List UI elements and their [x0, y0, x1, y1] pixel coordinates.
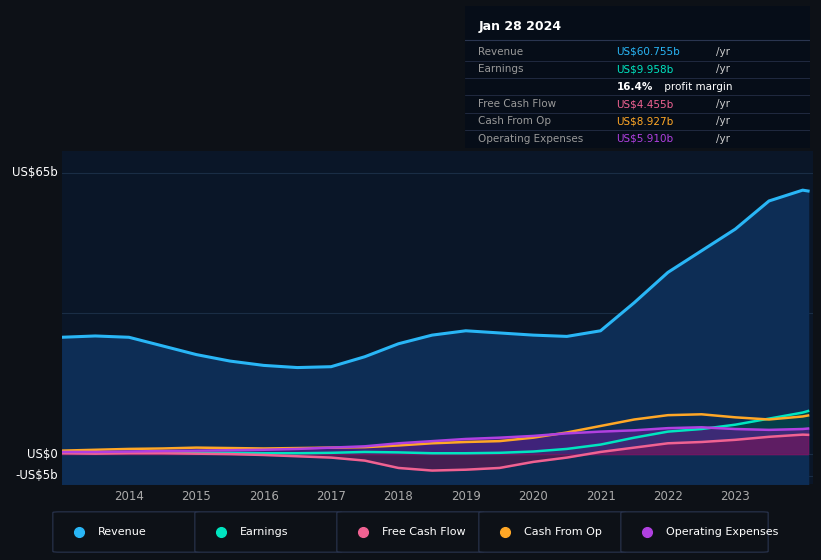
Text: -US$5b: -US$5b	[16, 469, 57, 482]
Text: Cash From Op: Cash From Op	[479, 116, 552, 127]
Text: 16.4%: 16.4%	[617, 82, 653, 92]
Text: Operating Expenses: Operating Expenses	[479, 134, 584, 144]
Text: Revenue: Revenue	[479, 47, 524, 57]
Text: /yr: /yr	[717, 116, 731, 127]
Text: /yr: /yr	[717, 99, 731, 109]
Text: profit margin: profit margin	[661, 82, 732, 92]
FancyBboxPatch shape	[195, 512, 342, 552]
Text: /yr: /yr	[717, 134, 731, 144]
Text: Cash From Op: Cash From Op	[524, 527, 602, 537]
FancyBboxPatch shape	[337, 512, 484, 552]
Text: US$8.927b: US$8.927b	[617, 116, 674, 127]
Text: /yr: /yr	[717, 47, 731, 57]
Text: Jan 28 2024: Jan 28 2024	[479, 20, 562, 33]
Text: US$65b: US$65b	[12, 166, 57, 179]
Text: /yr: /yr	[717, 64, 731, 74]
FancyBboxPatch shape	[479, 512, 626, 552]
Text: Free Cash Flow: Free Cash Flow	[479, 99, 557, 109]
Text: US$9.958b: US$9.958b	[617, 64, 674, 74]
Text: US$60.755b: US$60.755b	[617, 47, 680, 57]
Text: US$4.455b: US$4.455b	[617, 99, 674, 109]
Text: Operating Expenses: Operating Expenses	[666, 527, 778, 537]
FancyBboxPatch shape	[53, 512, 200, 552]
Text: Earnings: Earnings	[241, 527, 289, 537]
Text: Free Cash Flow: Free Cash Flow	[383, 527, 466, 537]
FancyBboxPatch shape	[621, 512, 768, 552]
Text: US$5.910b: US$5.910b	[617, 134, 673, 144]
Text: Earnings: Earnings	[479, 64, 524, 74]
Text: US$0: US$0	[27, 447, 57, 461]
Text: Revenue: Revenue	[99, 527, 147, 537]
